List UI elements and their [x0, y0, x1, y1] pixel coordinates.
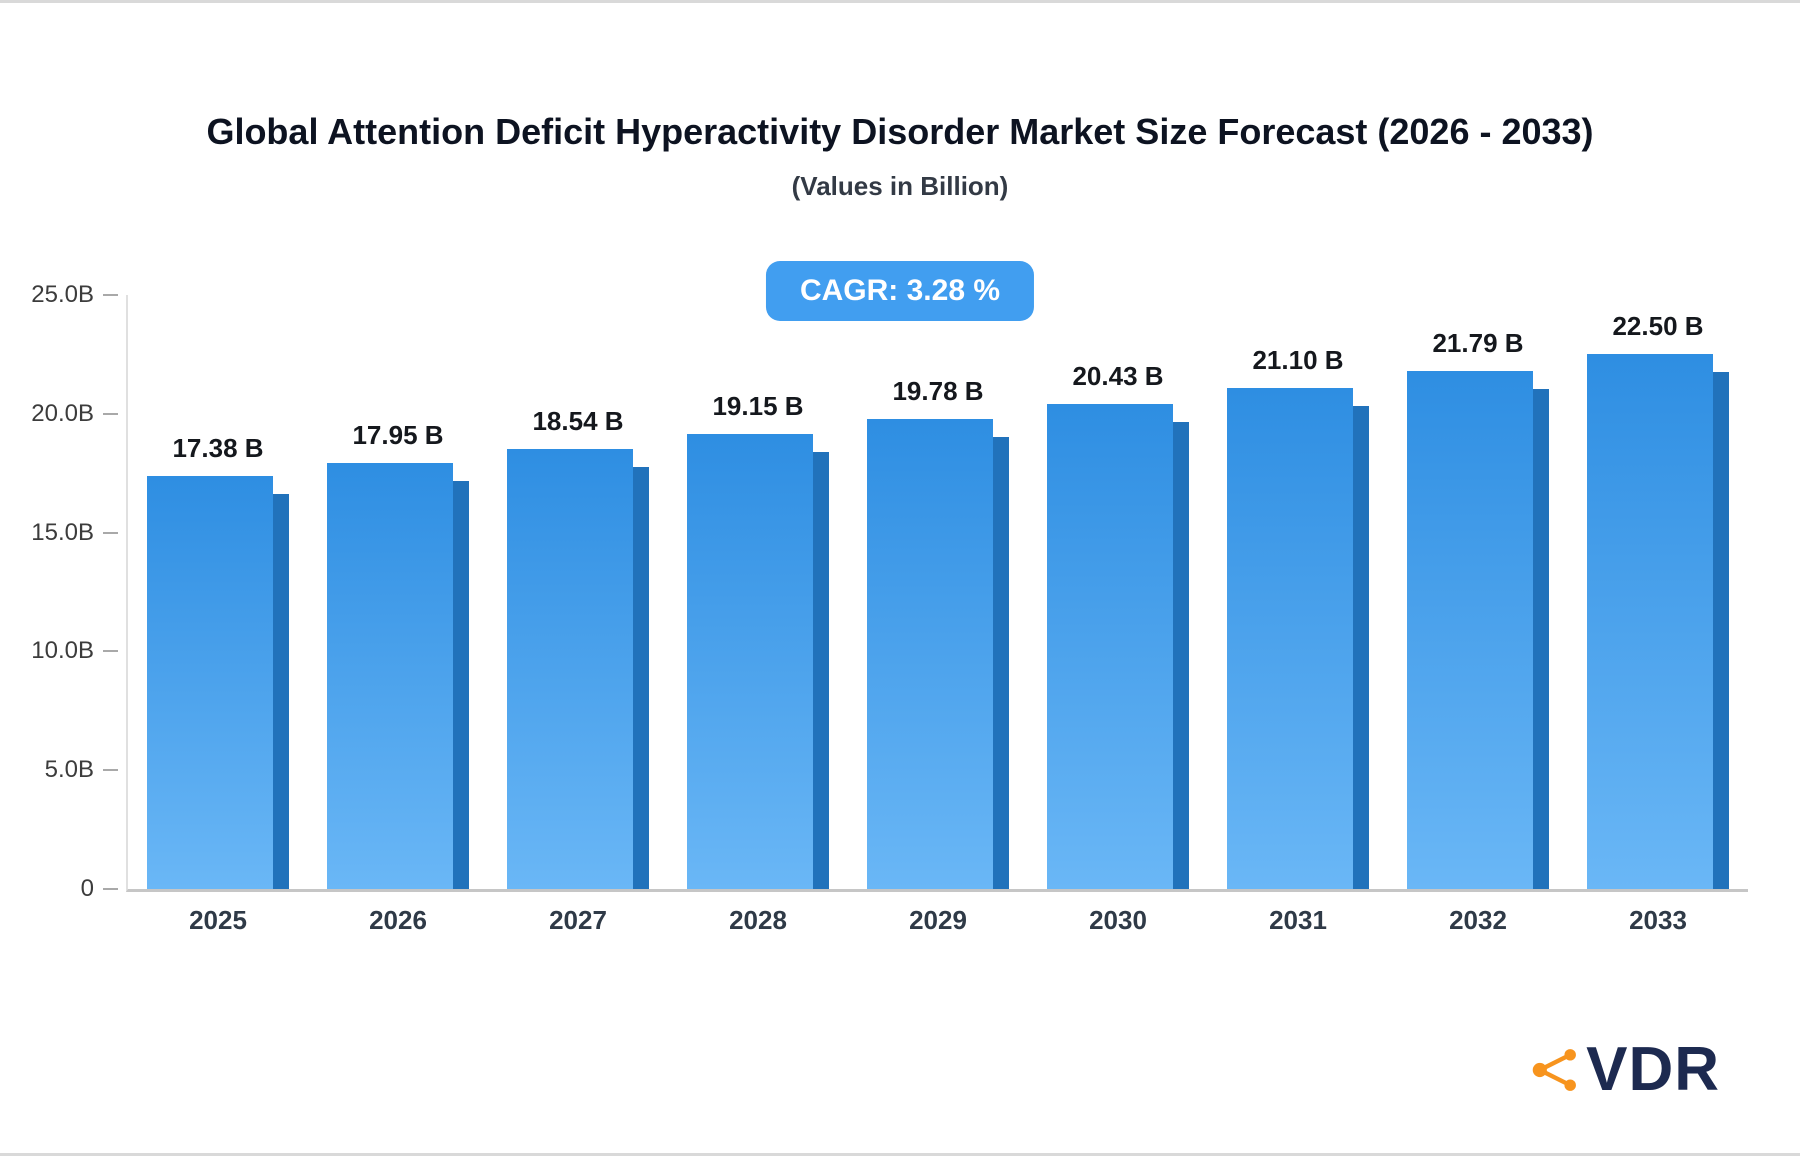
- bar-front-face: [327, 462, 453, 889]
- bar-value-label: 18.54 B: [532, 405, 624, 436]
- bar-value-label: 19.78 B: [892, 376, 984, 407]
- bar-side-face: [633, 466, 649, 889]
- bar-value-label: 19.15 B: [712, 391, 804, 421]
- bar-value-label: 21.10 B: [1252, 344, 1344, 375]
- y-axis-tick: [103, 650, 118, 653]
- bar: 21.79 B: [1407, 328, 1549, 889]
- bar-group: 21.79 B 2032: [1388, 295, 1568, 935]
- bar: 21.10 B: [1227, 345, 1369, 889]
- bar-value-label: 22.50 B: [1612, 311, 1704, 342]
- share-network-icon: [1528, 1043, 1582, 1097]
- bar: 18.54 B: [507, 406, 649, 889]
- x-axis-label: 2028: [729, 905, 787, 935]
- bar: 17.95 B: [327, 420, 469, 889]
- bar-front-face: [1587, 354, 1713, 889]
- bar-side-face: [1533, 389, 1549, 889]
- x-axis-label: 2027: [549, 905, 607, 935]
- bar-group: 19.78 B 2029: [848, 295, 1028, 935]
- bar-side-face: [993, 437, 1009, 889]
- bar-value-label: 21.79 B: [1432, 328, 1524, 359]
- bar: 22.50 B: [1587, 311, 1729, 889]
- y-axis-tick: [103, 531, 118, 534]
- bar-chart: 17.38 B 2025 17.95 B 2026 18.54 B 2027 19.15 B…: [31, 281, 1748, 935]
- bar-side-face: [1353, 405, 1369, 889]
- bar-side-face: [273, 494, 289, 889]
- bar-side-face: [1173, 421, 1189, 889]
- bars-container: 17.38 B 2025 17.95 B 2026 18.54 B 2027 19.15 B…: [128, 295, 1748, 935]
- y-axis-label: 10.0B: [31, 637, 94, 665]
- bar: 19.78 B: [867, 376, 1009, 889]
- bar-group: 21.10 B 2031: [1208, 295, 1388, 935]
- bar-side-face: [1713, 372, 1729, 889]
- bar-value-label: 17.38 B: [172, 433, 264, 464]
- x-axis-label: 2025: [189, 905, 247, 935]
- bar-side-face: [453, 480, 469, 889]
- bar-front-face: [147, 476, 273, 889]
- bar-group: 18.54 B 2027: [488, 295, 668, 935]
- bar-group: 17.38 B 2025: [128, 295, 308, 935]
- bar-side-face: [813, 452, 829, 889]
- y-axis-label: 5.0B: [44, 756, 94, 784]
- x-axis-label: 2026: [369, 905, 427, 935]
- y-axis-tick: [103, 769, 118, 772]
- bar-group: 17.95 B 2026: [308, 295, 488, 935]
- bar-front-face: [867, 419, 993, 889]
- bar-group: 19.15 B 2028: [668, 295, 848, 935]
- bar-value-label: 17.95 B: [352, 419, 444, 450]
- x-axis-label: 2029: [909, 905, 967, 935]
- bar: 17.38 B: [147, 433, 289, 889]
- bar-front-face: [1407, 371, 1533, 889]
- x-axis-label: 2031: [1269, 905, 1327, 935]
- y-axis-tick: [103, 412, 118, 415]
- x-axis-label: 2033: [1629, 905, 1687, 935]
- chart-title: Global Attention Deficit Hyperactivity D…: [206, 111, 1594, 152]
- y-axis-label: 15.0B: [31, 518, 94, 546]
- chart-subtitle: (Values in Billion): [791, 171, 1009, 201]
- y-axis-tick: [103, 888, 118, 890]
- brand-logo-text: VDR: [1586, 1035, 1720, 1104]
- y-axis-label: 20.0B: [31, 399, 94, 427]
- x-axis-label: 2030: [1089, 905, 1147, 935]
- bar-front-face: [507, 448, 633, 889]
- y-axis-label: 0: [80, 875, 94, 902]
- bar-front-face: [1227, 387, 1353, 889]
- y-axis-label: 25.0B: [31, 281, 94, 308]
- x-axis-label: 2032: [1449, 905, 1507, 935]
- cagr-badge: CAGR: 3.28 %: [765, 261, 1035, 321]
- bar: 19.15 B: [687, 391, 829, 889]
- bar-group: 22.50 B 2033: [1568, 295, 1748, 935]
- bar-value-label: 20.43 B: [1072, 360, 1164, 391]
- brand-logo: VDR: [1528, 1034, 1720, 1105]
- bar: 20.43 B: [1047, 361, 1189, 889]
- bar-front-face: [1047, 403, 1173, 889]
- bar-group: 20.43 B 2030: [1028, 295, 1208, 935]
- bar-front-face: [687, 434, 813, 889]
- y-axis-tick: [103, 294, 118, 296]
